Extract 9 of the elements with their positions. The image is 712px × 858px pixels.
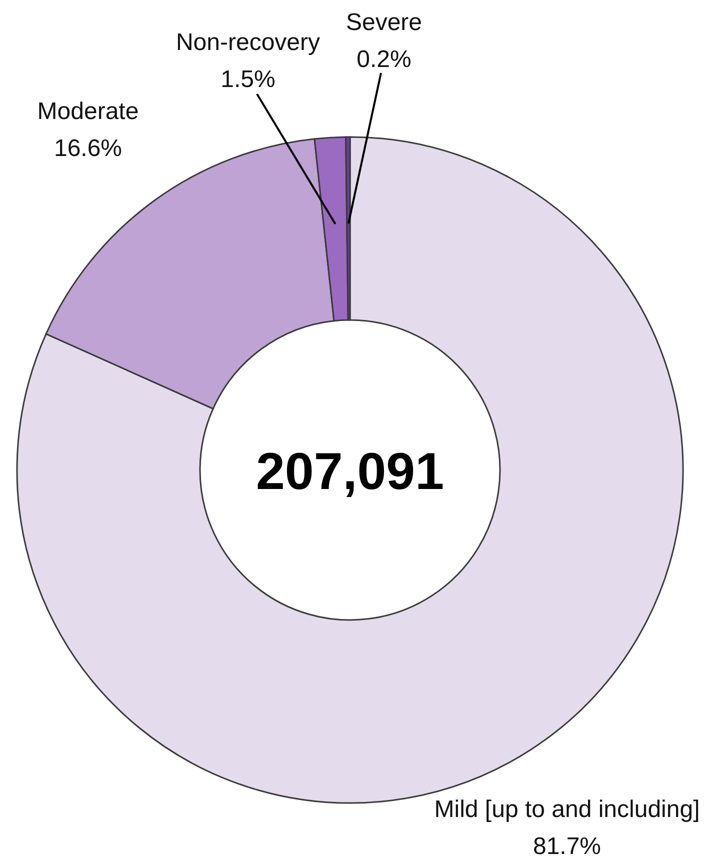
slice-label: Moderate	[37, 98, 139, 125]
slice-label: Non-recovery	[176, 29, 320, 56]
data-label: 81.7%	[532, 833, 602, 858]
text: 207,091	[256, 443, 444, 501]
slice-label: Mild [up to and including]	[434, 796, 700, 823]
data-label: 0.2%	[356, 46, 412, 73]
slice-label: Severe	[346, 9, 422, 36]
data-label: 1.5%	[220, 66, 276, 93]
data-label: 16.6%	[54, 135, 122, 162]
